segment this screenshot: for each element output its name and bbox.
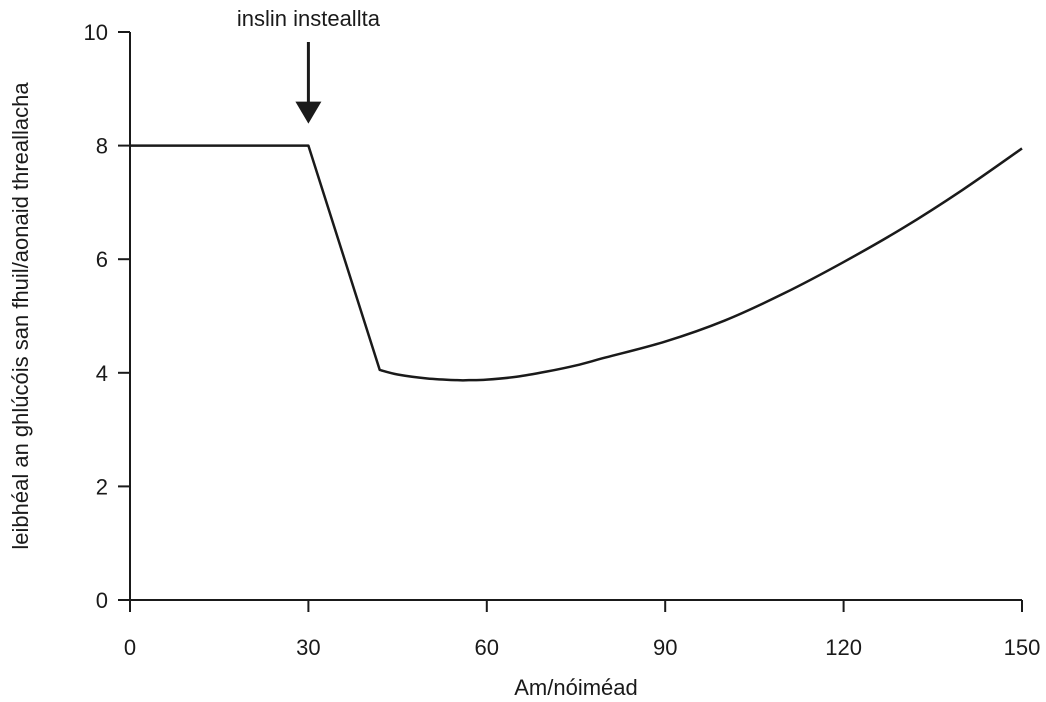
y-tick-label-1: 2 (96, 474, 108, 499)
y-axis-title: leibhéal an ghlúcóis san fhuil/aonaid th… (8, 82, 33, 550)
y-axis: 0 2 4 6 8 10 (84, 20, 131, 613)
y-tick-label-2: 4 (96, 361, 108, 386)
glucose-series-line-0 (130, 144, 1023, 382)
x-tick-label-4: 120 (825, 635, 862, 660)
y-tick-label-5: 10 (84, 20, 108, 45)
y-tick-label-3: 6 (96, 247, 108, 272)
annotation-arrow-head (295, 101, 322, 124)
annotation-layer: inslin insteallta (237, 6, 381, 124)
x-tick-label-1: 30 (296, 635, 320, 660)
series-layer (130, 144, 1023, 382)
annotation-label: inslin insteallta (237, 6, 381, 31)
x-tick-label-3: 90 (653, 635, 677, 660)
x-axis: 0 30 60 90 120 150 (124, 599, 1041, 660)
y-tick-label-0: 0 (96, 588, 108, 613)
x-tick-label-0: 0 (124, 635, 136, 660)
x-axis-title: Am/nóiméad (514, 675, 638, 700)
y-tick-label-4: 8 (96, 134, 108, 159)
x-tick-label-2: 60 (475, 635, 499, 660)
x-tick-label-5: 150 (1004, 635, 1041, 660)
